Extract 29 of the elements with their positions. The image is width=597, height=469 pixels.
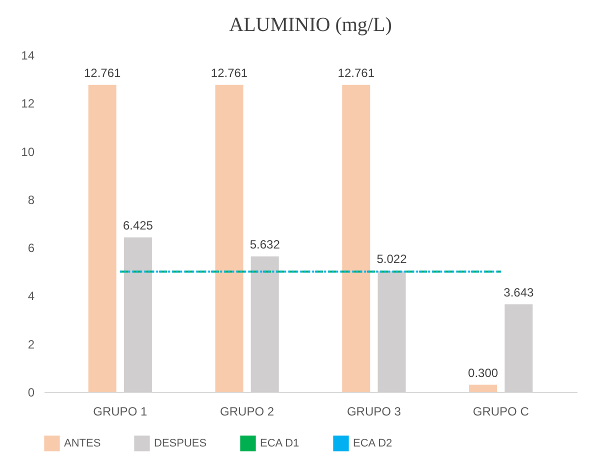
legend-label: ANTES — [64, 437, 101, 450]
x-tick-label: GRUPO 2 — [220, 404, 274, 418]
data-label: 12.761 — [84, 66, 122, 80]
y-tick-label: 8 — [28, 192, 35, 207]
bar — [215, 84, 244, 392]
chart-title: ALUMINIO (mg/L) — [229, 14, 392, 36]
legend-label: ECA D2 — [353, 437, 392, 450]
data-label: 5.632 — [250, 237, 280, 252]
y-tick-label: 2 — [28, 337, 35, 352]
data-label: 3.643 — [504, 285, 534, 300]
y-tick-label: 14 — [21, 48, 35, 62]
data-label: 12.761 — [338, 66, 375, 80]
bar — [469, 384, 498, 392]
y-tick-label: 4 — [28, 289, 35, 304]
x-tick-label: GRUPO 1 — [93, 404, 148, 418]
legend-label: ECA D1 — [260, 437, 300, 450]
data-label: 12.761 — [210, 66, 248, 80]
y-tick-label: 6 — [28, 241, 35, 256]
data-label: 0.300 — [468, 366, 498, 380]
legend-label: DESPUES — [154, 437, 207, 450]
bar — [342, 84, 370, 392]
y-tick-label: 12 — [21, 96, 35, 111]
data-label: 6.425 — [122, 218, 154, 232]
y-tick-label: 0 — [28, 386, 35, 400]
bar — [88, 84, 116, 392]
x-tick-label: GRUPO C — [472, 404, 530, 418]
y-tick-label: 10 — [21, 144, 35, 159]
x-tick-label: GRUPO 3 — [346, 404, 402, 418]
data-label: 5.022 — [376, 252, 408, 266]
